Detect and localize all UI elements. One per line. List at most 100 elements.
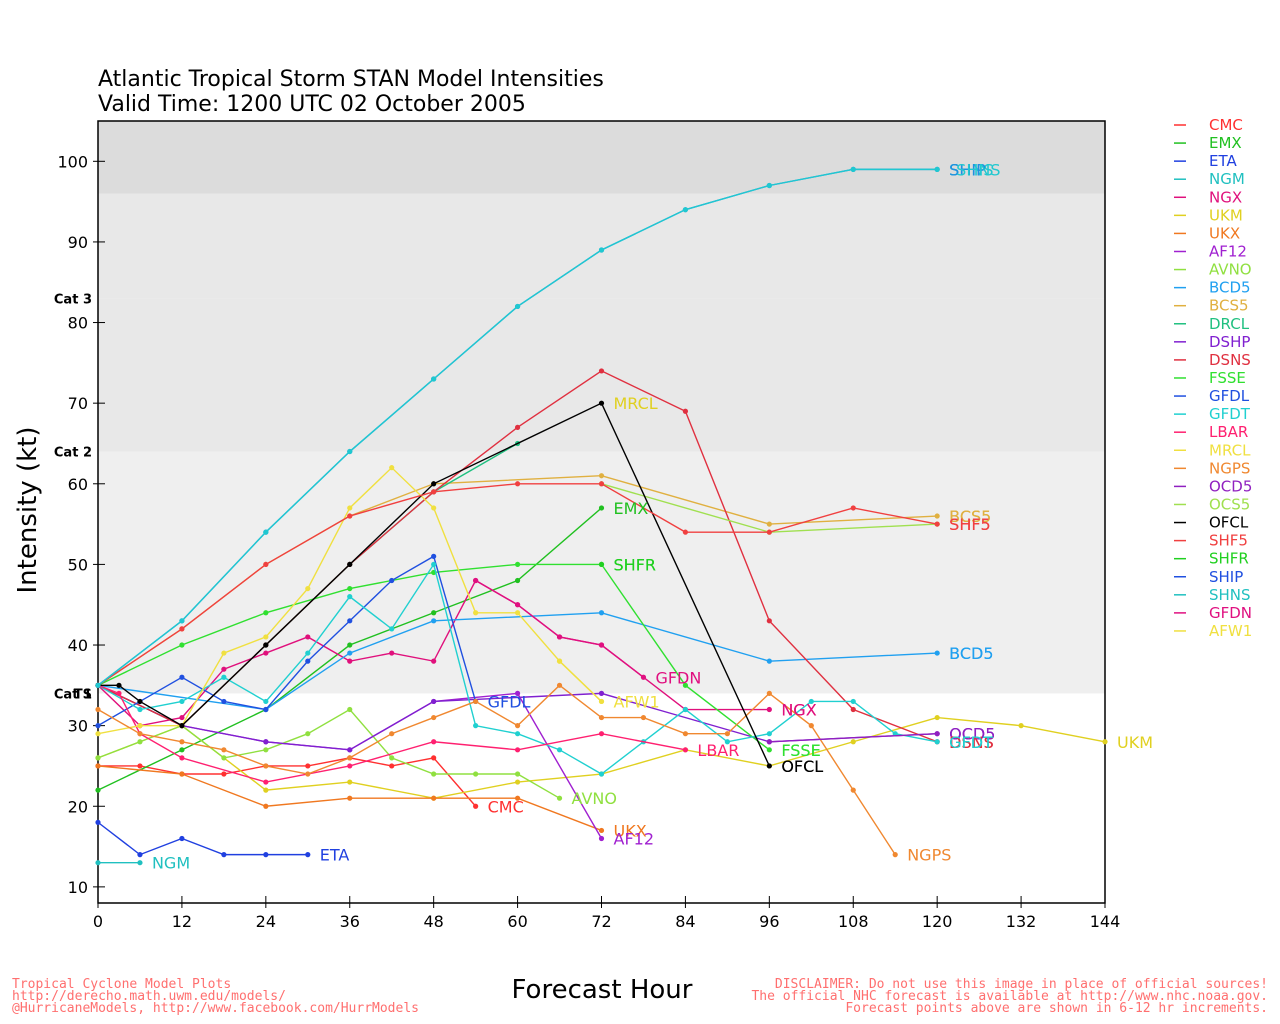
series-end-label: AFW1 xyxy=(614,692,660,711)
x-tick-label: 108 xyxy=(838,912,869,931)
legend-item-emx: EMX xyxy=(1174,134,1242,152)
legend-label: SHNS xyxy=(1209,586,1251,604)
footer-right-line-1: DISCLAIMER: Do not use this image in pla… xyxy=(775,977,1268,992)
y-tick-label: 70 xyxy=(68,394,88,413)
data-point xyxy=(514,747,521,753)
y-tick-label: 10 xyxy=(68,878,88,897)
legend-item-bcd5: BCD5 xyxy=(1174,279,1251,297)
data-point xyxy=(263,747,269,753)
legend-label: LBAR xyxy=(1209,423,1248,441)
floating-label: BCS5 xyxy=(949,507,991,526)
x-tick-label: 36 xyxy=(340,912,360,931)
data-point xyxy=(305,585,311,592)
legend-item-ship: SHIP xyxy=(1174,568,1243,586)
data-point xyxy=(934,739,940,745)
data-point xyxy=(431,658,437,664)
ts-label: TS xyxy=(74,687,92,702)
band-label: Cat 3 xyxy=(54,292,92,307)
data-point xyxy=(431,481,437,487)
data-point xyxy=(431,376,437,382)
data-point xyxy=(766,747,772,753)
data-point xyxy=(431,553,437,559)
data-point xyxy=(137,739,143,745)
floating-label: DSNS xyxy=(949,733,994,752)
data-point xyxy=(514,723,521,729)
data-point xyxy=(682,529,689,535)
floating-label: MRCL xyxy=(614,394,658,413)
legend-item-avno: AVNO xyxy=(1174,261,1252,279)
data-point xyxy=(473,803,479,809)
data-point xyxy=(640,674,647,680)
data-point xyxy=(766,521,772,527)
floating-label: SHFR xyxy=(614,555,657,574)
data-point xyxy=(766,763,772,769)
data-point xyxy=(137,763,143,769)
data-point xyxy=(431,489,437,495)
data-point xyxy=(850,505,856,511)
series-shns xyxy=(95,166,940,688)
legend-label: OFCL xyxy=(1209,514,1249,532)
series-end-label: SHIP xyxy=(949,160,986,179)
data-point xyxy=(389,763,395,769)
legend-label: SHFR xyxy=(1209,550,1249,568)
series-end-label: NGPS xyxy=(907,846,951,865)
data-point xyxy=(1018,723,1024,729)
data-point xyxy=(263,561,269,568)
series-ocd5 xyxy=(766,731,940,745)
data-point xyxy=(221,650,227,656)
series-line xyxy=(559,660,602,702)
data-point xyxy=(389,577,395,584)
y-tick-label: 30 xyxy=(68,717,88,736)
x-tick-label: 0 xyxy=(93,912,103,931)
data-point xyxy=(934,650,940,656)
footer-right-line-3: Forecast points above are shown in 6-12 … xyxy=(845,1001,1268,1016)
floating-label: FSSE xyxy=(781,741,820,760)
legend-label: DSHP xyxy=(1209,333,1250,351)
data-point xyxy=(766,690,772,696)
data-point xyxy=(598,690,605,696)
data-point xyxy=(682,706,689,713)
data-point xyxy=(95,755,101,761)
data-point xyxy=(514,795,521,801)
data-point xyxy=(137,852,143,858)
data-point xyxy=(682,408,689,414)
data-point xyxy=(389,626,395,632)
data-point xyxy=(934,731,940,737)
data-point xyxy=(347,561,353,568)
data-point xyxy=(850,706,856,713)
data-point xyxy=(598,400,605,406)
band-label: Cat 2 xyxy=(54,446,92,461)
data-point xyxy=(766,739,772,745)
legend-label: FSSE xyxy=(1209,369,1246,387)
data-point xyxy=(389,731,395,737)
data-point xyxy=(892,852,898,858)
data-point xyxy=(934,513,940,519)
legend-item-ngx: NGX xyxy=(1174,188,1242,206)
legend-label: BCS5 xyxy=(1209,297,1249,315)
data-point xyxy=(514,690,521,696)
data-point xyxy=(431,618,437,624)
legend-label: NGM xyxy=(1209,170,1245,188)
y-tick-label: 80 xyxy=(68,314,88,333)
data-point xyxy=(766,658,772,664)
legend-label: OCS5 xyxy=(1209,495,1250,513)
data-point xyxy=(514,731,521,737)
chart-subtitle: Valid Time: 1200 UTC 02 October 2005 xyxy=(98,92,526,117)
data-point xyxy=(263,803,269,809)
footer-left-line-2: http://derecho.math.uwm.edu/models/ xyxy=(12,989,286,1004)
data-point xyxy=(179,626,185,632)
data-point xyxy=(347,747,353,753)
data-point xyxy=(263,698,269,705)
data-point xyxy=(808,698,814,705)
data-point xyxy=(556,634,563,640)
legend-label: CMC xyxy=(1209,116,1243,134)
data-point xyxy=(598,473,605,479)
floating-label: GFDT xyxy=(949,733,993,752)
data-point xyxy=(724,731,730,737)
series-eta xyxy=(95,819,311,858)
series-end-label: SHF5 xyxy=(949,515,991,534)
data-point xyxy=(850,787,856,793)
legend-label: UKX xyxy=(1209,224,1240,242)
data-point xyxy=(95,763,101,769)
data-point xyxy=(724,739,730,745)
